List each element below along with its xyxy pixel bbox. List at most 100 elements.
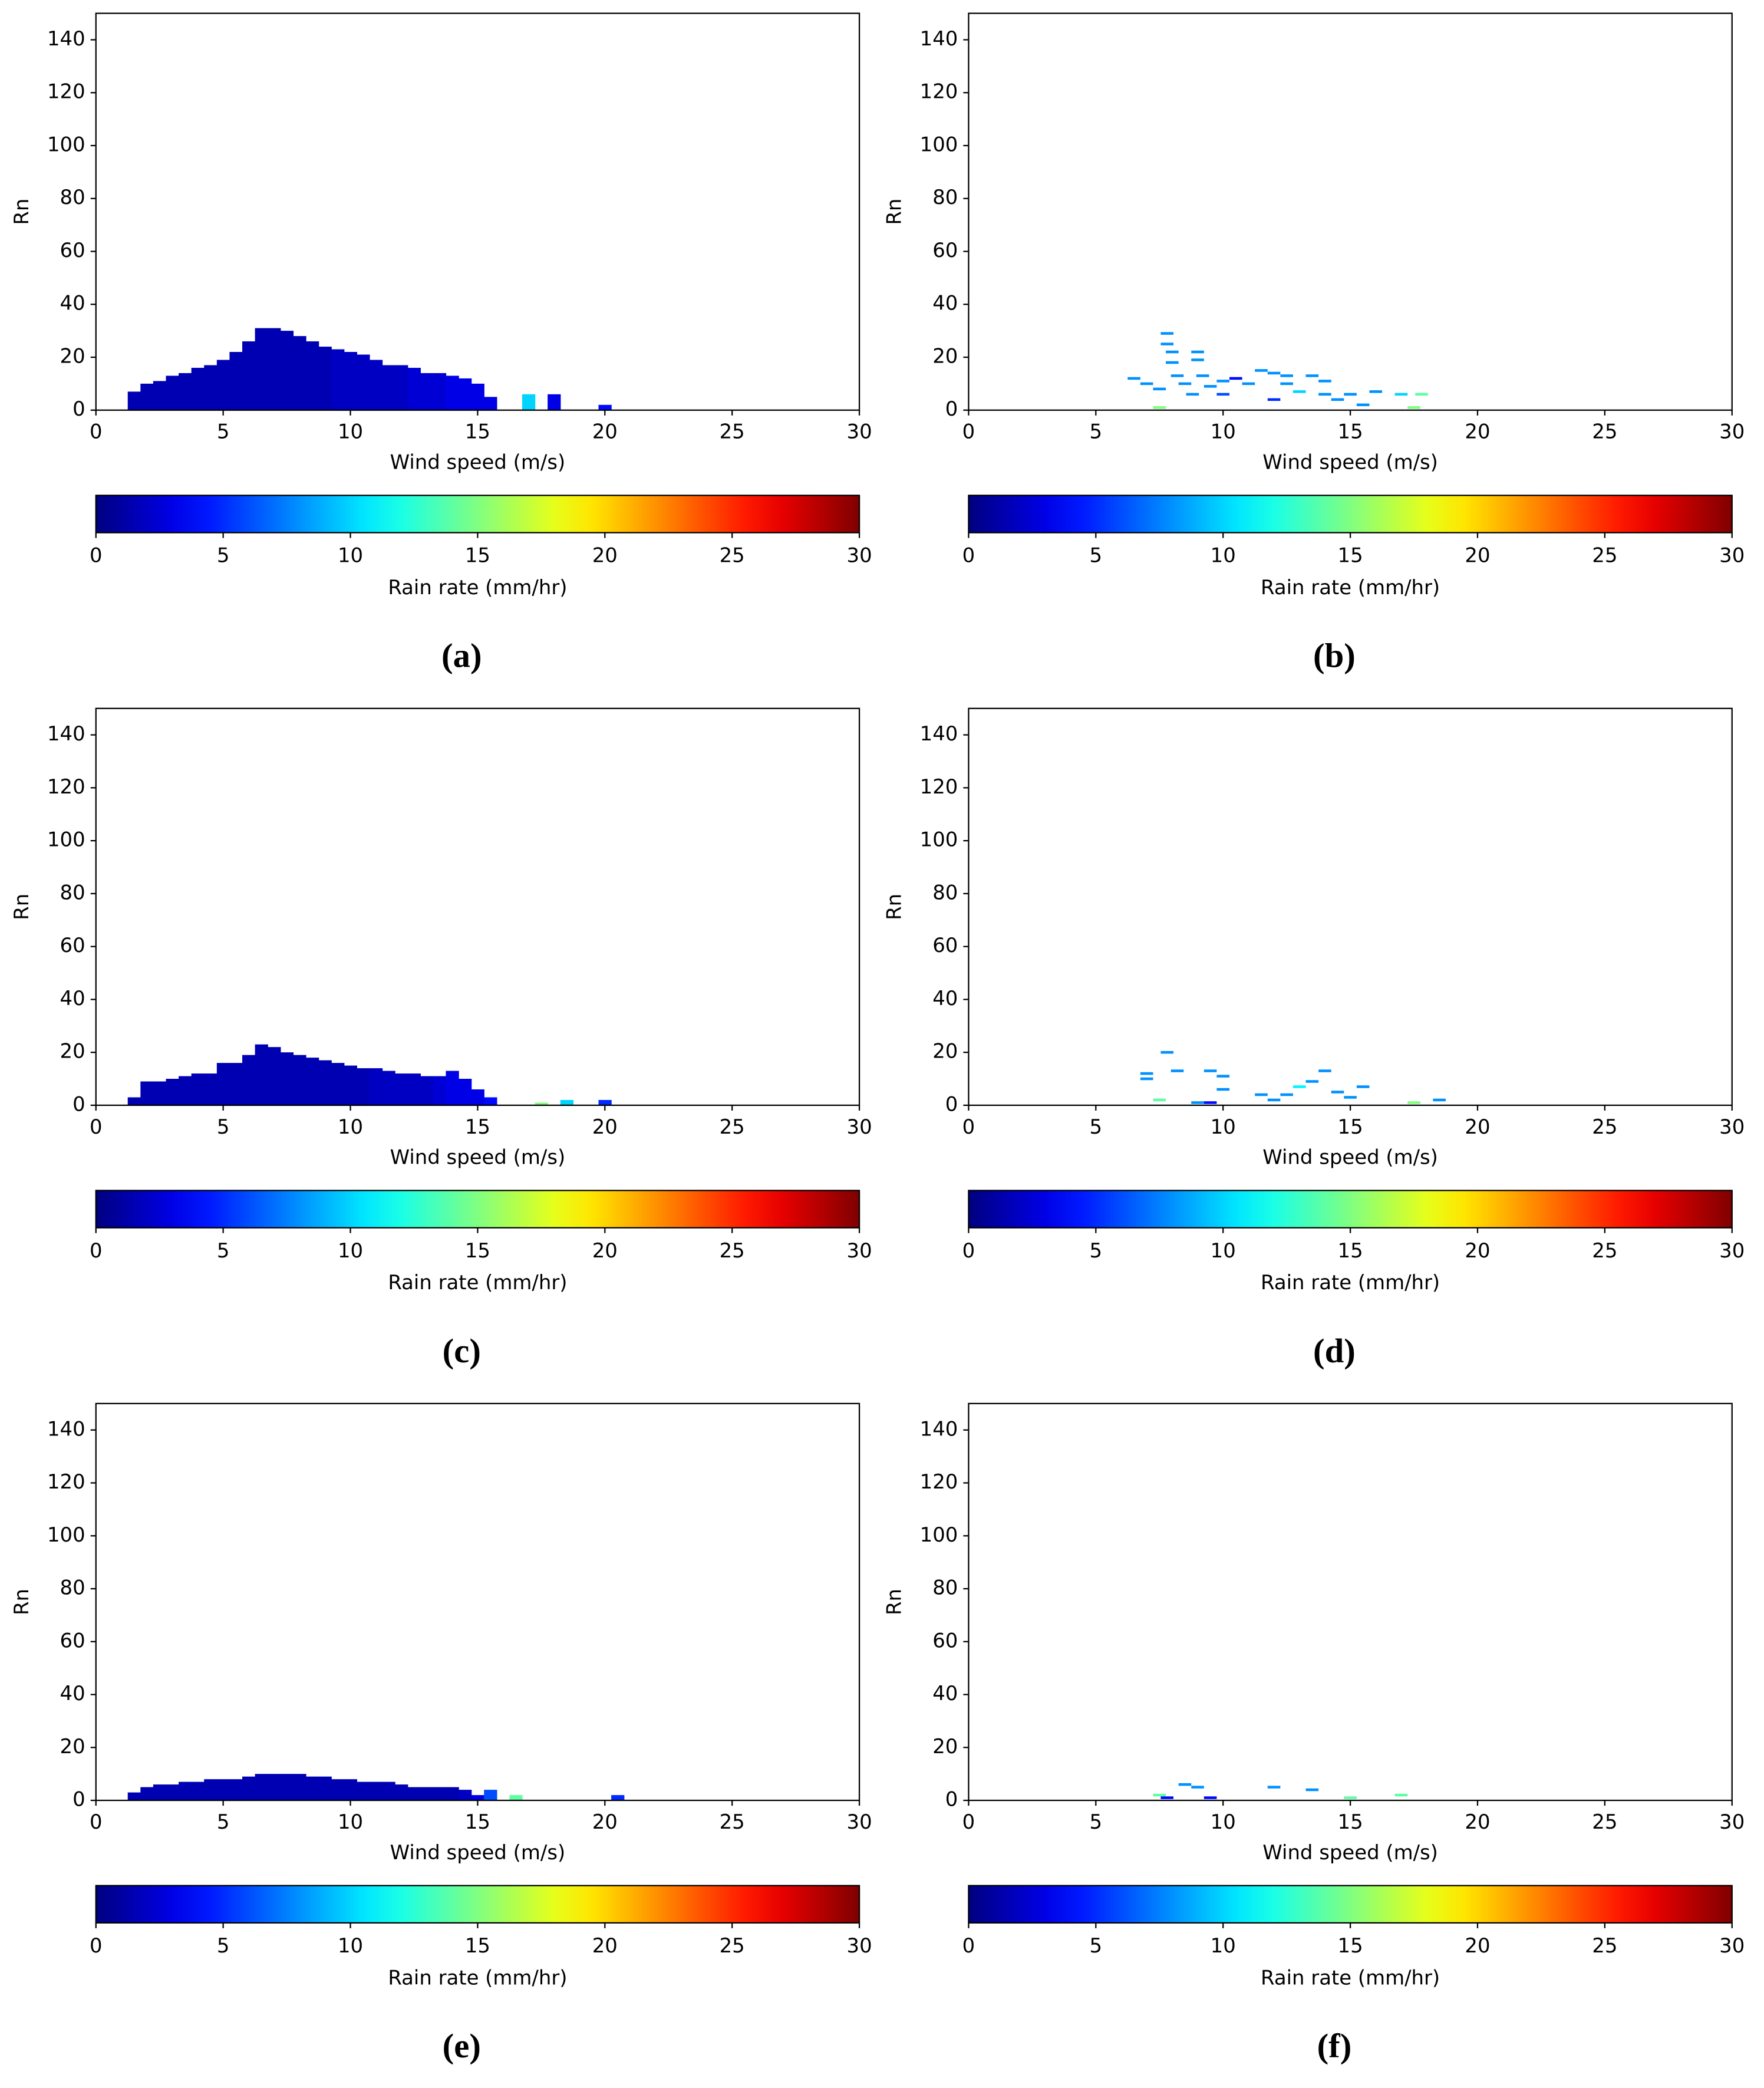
y-tick-label: 100 [920,828,958,851]
y-tick-label: 120 [47,1470,85,1493]
x-axis-label: Wind speed (m/s) [390,1841,566,1864]
y-tick-label: 140 [47,1417,85,1440]
colorbar-tick-label: 20 [592,1934,618,1957]
cell [1407,1101,1420,1104]
cell [484,397,497,410]
x-tick-label: 25 [720,1115,745,1138]
x-tick-label: 5 [1090,420,1103,443]
cell [1160,1796,1174,1799]
colorbar-tick-label: 5 [1090,1239,1103,1262]
x-tick-label: 25 [1592,420,1617,443]
cell [535,1102,548,1105]
cell [1318,380,1331,383]
cell [191,1073,205,1105]
cell [598,404,612,410]
y-tick-label: 20 [932,1040,958,1063]
colorbar-label: Rain rate (mm/hr) [388,1271,567,1294]
cell [395,1073,408,1105]
cell [611,1795,625,1801]
colorbar-tick-label: 15 [1338,1239,1363,1262]
cell [153,1784,167,1801]
x-tick-label: 0 [962,1115,975,1138]
colorbar-tick-label: 10 [1211,544,1236,567]
cell [1204,1069,1217,1072]
y-tick-label: 40 [932,987,958,1010]
plot-frame [95,1402,860,1802]
colorbar-tick-label: 0 [90,1934,103,1957]
cell [242,341,256,410]
x-tick-label: 0 [90,1115,103,1138]
panel-label: (a) [441,637,482,675]
cell [140,1787,154,1801]
y-tick-label: 20 [932,345,958,368]
cell [229,1779,243,1801]
cell [229,352,243,410]
x-tick-label: 0 [90,420,103,443]
x-axis-label: Wind speed (m/s) [390,1146,566,1169]
cell [1255,1093,1268,1096]
cell [1305,1080,1319,1083]
y-tick-label: 20 [60,345,85,368]
y-tick-label: 140 [47,722,85,745]
cell [166,1784,179,1801]
x-tick-label: 25 [1592,1810,1617,1833]
cell [1166,350,1179,354]
y-tick-label: 100 [47,133,85,156]
y-tick-label: 0 [945,1092,958,1115]
cell [407,1073,421,1105]
y-tick-label: 40 [60,1682,85,1705]
y-axis-label: Rn [10,1589,33,1615]
y-tick-label: 60 [932,1629,958,1652]
x-axis-label: Wind speed (m/s) [1262,1146,1438,1169]
cell [229,1063,243,1105]
cell [1318,393,1331,396]
colorbar-tick-label: 25 [720,1239,745,1262]
y-tick-label: 80 [60,881,85,904]
y-axis-label: Rn [10,199,33,225]
x-tick-label: 30 [1719,420,1745,443]
y-axis-label: Rn [10,894,33,920]
cell [140,1081,154,1105]
cell [1433,1098,1446,1102]
cell [382,1781,395,1801]
cell [382,1071,395,1105]
cell [179,1781,192,1801]
plot-frame [95,707,860,1106]
cell [420,373,434,410]
cell [1344,1796,1357,1799]
colorbar-tick-label: 20 [1465,544,1490,567]
x-tick-label: 10 [338,1115,363,1138]
cell [1166,361,1179,364]
colorbar [968,1190,1733,1229]
panel-label: (e) [443,2027,481,2065]
cell [1356,403,1370,407]
y-tick-label: 40 [60,292,85,315]
cell [395,365,408,410]
cell [357,1781,370,1801]
cell [1229,377,1242,380]
cell [331,1063,345,1105]
cell [1369,390,1383,393]
cell [280,1774,294,1801]
y-tick-label: 140 [47,27,85,50]
x-tick-label: 20 [592,420,618,443]
cell [179,1076,192,1105]
colorbar-tick-label: 30 [1719,1934,1745,1957]
colorbar-tick-label: 5 [217,1934,230,1957]
cell [255,1044,268,1105]
cell [191,1781,205,1801]
x-tick-label: 5 [217,420,230,443]
cell [305,1058,319,1105]
cell [1280,374,1293,377]
cell [153,381,167,410]
y-tick-label: 0 [72,1788,85,1811]
cell [204,1779,217,1801]
cell [1344,1096,1357,1099]
x-tick-label: 10 [1211,1810,1236,1833]
cell [471,383,484,410]
cell [1204,1796,1217,1799]
cell [522,394,536,410]
cell [1170,1069,1184,1072]
cell [140,383,154,410]
cell [191,367,205,410]
